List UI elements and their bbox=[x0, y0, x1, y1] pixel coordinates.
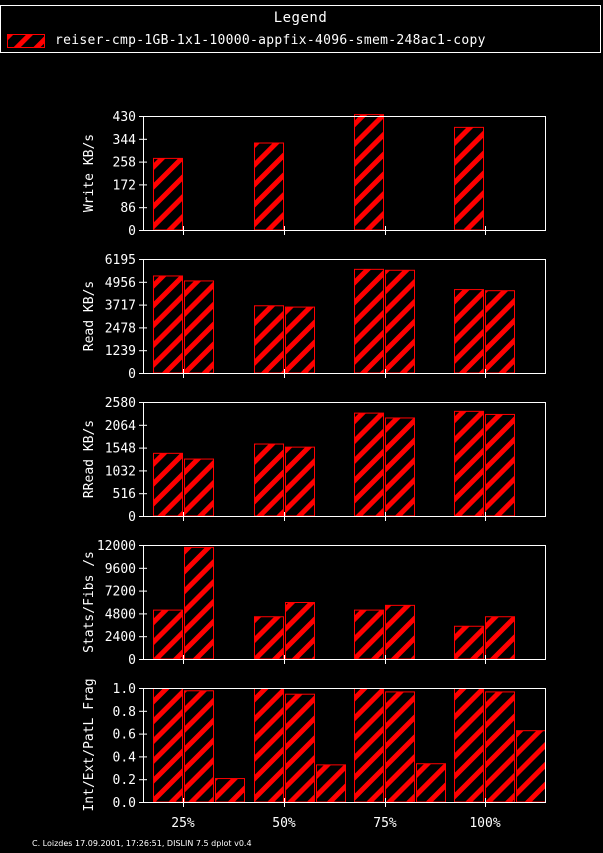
bar-panel3-series2-100% bbox=[485, 413, 515, 517]
y-tick-label: 12000 bbox=[97, 539, 136, 554]
bar-panel3-series2-50% bbox=[285, 446, 315, 517]
footer-credit: C. Loizdes 17.09.2001, 17:26:51, DISLIN … bbox=[32, 839, 252, 848]
y-tick-label: 258 bbox=[113, 156, 136, 171]
y-tick-label: 0 bbox=[128, 510, 136, 525]
legend-entry-label: reiser-cmp-1GB-1x1-10000-appfix-4096-sme… bbox=[55, 33, 486, 48]
bar-panel4-series1-75% bbox=[354, 609, 384, 660]
bar-panel1-series1-100% bbox=[454, 126, 484, 231]
plot-frame-4 bbox=[143, 545, 546, 660]
bar-panel3-series1-100% bbox=[454, 410, 484, 517]
x-tick-label: 25% bbox=[171, 816, 195, 831]
bar-panel3-series2-25% bbox=[184, 458, 214, 517]
legend-box: Legend reiser-cmp-1GB-1x1-10000-appfix-4… bbox=[0, 5, 601, 53]
bar-panel2-series1-25% bbox=[153, 275, 183, 374]
bar-panel1-series1-75% bbox=[354, 114, 384, 231]
plot-frame-3 bbox=[143, 402, 546, 517]
bar-panel4-series2-100% bbox=[485, 616, 515, 660]
y-tick-label: 1548 bbox=[105, 442, 136, 457]
y-tick-label: 2478 bbox=[105, 321, 136, 336]
bar-panel2-series2-50% bbox=[285, 306, 315, 374]
bar-panel2-series1-75% bbox=[354, 268, 384, 374]
y-tick-label: 0 bbox=[128, 367, 136, 382]
chart-panel-1: 0 86 172 258 344 430 Write KB/s bbox=[82, 110, 546, 239]
bar-panel5-series2-75% bbox=[385, 691, 415, 803]
chart-panel-3: 0 516 1032 1548 2064 2580 RRead KB/s bbox=[82, 396, 546, 525]
chart-panel-2: 0 1239 2478 3717 4956 6195 Read KB/s bbox=[82, 253, 546, 382]
bar-panel3-series1-50% bbox=[254, 443, 284, 517]
bar-panel2-series2-100% bbox=[485, 290, 515, 374]
bar-panel1-series1-50% bbox=[254, 142, 284, 231]
bar-panel5-series2-25% bbox=[184, 690, 214, 803]
y-tick-label: 0.6 bbox=[113, 728, 136, 743]
y-tick-label: 0 bbox=[128, 224, 136, 239]
bar-panel4-series2-50% bbox=[285, 602, 315, 660]
y-axis-label: Stats/Fibs /s bbox=[82, 551, 97, 653]
y-tick-label: 3717 bbox=[105, 299, 136, 314]
legend-title: Legend bbox=[273, 10, 328, 26]
bar-panel5-series1-75% bbox=[354, 688, 384, 803]
bar-panel5-series2-100% bbox=[485, 691, 515, 803]
y-tick-label: 0.0 bbox=[113, 796, 136, 811]
y-tick-label: 0 bbox=[128, 653, 136, 668]
bar-panel5-series3-50% bbox=[316, 764, 346, 803]
bar-panel4-series1-100% bbox=[454, 625, 484, 660]
y-tick-label: 1032 bbox=[105, 464, 136, 479]
y-tick-label: 86 bbox=[120, 201, 136, 216]
bar-panel3-series1-25% bbox=[153, 452, 183, 517]
y-tick-label: 344 bbox=[113, 133, 137, 148]
bar-panel4-series1-50% bbox=[254, 616, 284, 660]
bar-panel4-series2-25% bbox=[184, 546, 214, 660]
x-tick-label: 50% bbox=[272, 816, 296, 831]
bar-panel1-series1-25% bbox=[153, 157, 183, 231]
bar-panel2-series2-75% bbox=[385, 269, 415, 374]
y-tick-label: 1239 bbox=[105, 344, 136, 359]
y-tick-label: 6195 bbox=[105, 253, 136, 268]
y-axis-label: Read KB/s bbox=[82, 281, 97, 351]
legend-entry: reiser-cmp-1GB-1x1-10000-appfix-4096-sme… bbox=[7, 33, 486, 48]
x-tick-label: 75% bbox=[373, 816, 397, 831]
y-tick-label: 9600 bbox=[105, 562, 136, 577]
plot-frame-2 bbox=[143, 259, 546, 374]
bar-panel5-series1-50% bbox=[254, 688, 284, 803]
y-tick-label: 7200 bbox=[105, 585, 136, 600]
y-tick-label: 2580 bbox=[105, 396, 136, 411]
chart-panels: 0 86 172 258 344 430 Write KB/s 0 1239 2478 3717 49… bbox=[82, 110, 546, 831]
y-axis-label: RRead KB/s bbox=[82, 420, 97, 498]
bar-panel4-series1-25% bbox=[153, 609, 183, 660]
plot-frame-1 bbox=[143, 116, 546, 231]
legend-swatch-hatch-icon bbox=[7, 33, 45, 48]
bar-panel4-series2-75% bbox=[385, 604, 415, 660]
y-axis-label: Write KB/s bbox=[82, 134, 97, 212]
bar-panel5-series3-25% bbox=[215, 778, 245, 803]
y-tick-label: 4956 bbox=[105, 276, 136, 291]
bar-panel2-series2-25% bbox=[184, 280, 214, 374]
bar-panel2-series1-50% bbox=[254, 305, 284, 374]
y-tick-label: 516 bbox=[113, 487, 136, 502]
bar-panel5-series1-100% bbox=[454, 688, 484, 803]
chart-panel-5: 0.0 0.2 0.4 0.6 0.8 1.0 25% 50% 75% 100% Int/Ext/P… bbox=[82, 678, 546, 831]
bar-panel5-series3-100% bbox=[516, 730, 546, 803]
y-axis-label: Int/Ext/PatL Frag bbox=[82, 678, 97, 811]
y-tick-label: 172 bbox=[113, 178, 136, 193]
bar-panel3-series2-75% bbox=[385, 417, 415, 517]
plot-frame-5 bbox=[143, 688, 546, 803]
y-tick-label: 0.4 bbox=[113, 750, 137, 765]
y-tick-label: 2064 bbox=[105, 419, 136, 434]
x-tick-label: 100% bbox=[469, 816, 500, 831]
bar-panel5-series2-50% bbox=[285, 693, 315, 803]
bar-panel5-series3-75% bbox=[416, 763, 446, 803]
y-tick-label: 0.2 bbox=[113, 773, 136, 788]
bar-panel2-series1-100% bbox=[454, 289, 484, 374]
bar-panel5-series1-25% bbox=[153, 688, 183, 803]
y-tick-label: 0.8 bbox=[113, 705, 136, 720]
y-tick-label: 2400 bbox=[105, 630, 136, 645]
bar-panel3-series1-75% bbox=[354, 412, 384, 517]
y-tick-label: 430 bbox=[113, 110, 136, 125]
y-tick-label: 4800 bbox=[105, 607, 136, 622]
y-tick-label: 1.0 bbox=[113, 682, 136, 697]
